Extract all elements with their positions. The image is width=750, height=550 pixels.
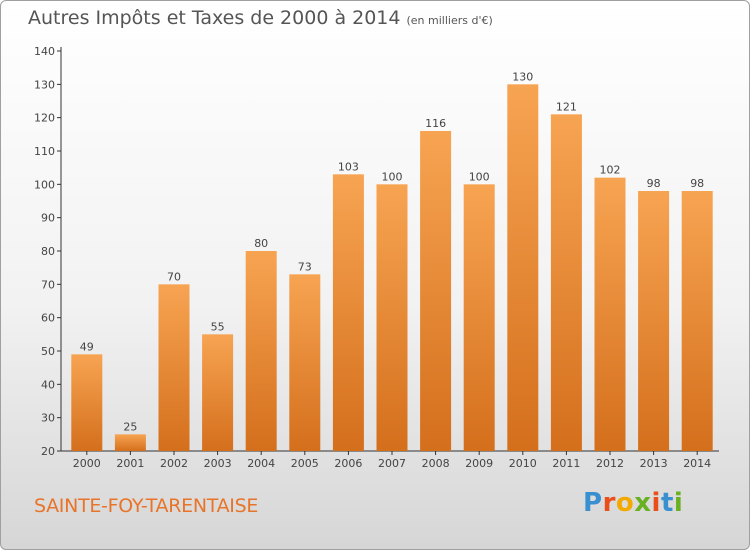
logo-letter: r xyxy=(602,488,616,518)
y-tick-label: 100 xyxy=(34,178,55,191)
x-tick-label: 2007 xyxy=(378,457,406,470)
data-label: 100 xyxy=(469,170,490,183)
data-label: 121 xyxy=(556,100,577,113)
y-tick-label: 110 xyxy=(34,145,55,158)
data-label: 49 xyxy=(80,340,94,353)
y-tick-label: 130 xyxy=(34,78,55,91)
y-tick-label: 50 xyxy=(41,345,55,358)
logo-letter: o xyxy=(615,488,635,518)
bar xyxy=(376,184,408,452)
proxiti-logo: Proxiti xyxy=(583,488,683,518)
data-label: 55 xyxy=(211,320,225,333)
title-unit: (en milliers d'€) xyxy=(406,14,493,27)
data-label: 70 xyxy=(167,270,181,283)
y-tick-label: 90 xyxy=(41,212,55,225)
logo-letter: P xyxy=(583,488,603,518)
x-tick-label: 2006 xyxy=(334,457,362,470)
bar xyxy=(332,174,364,452)
bar xyxy=(114,434,146,451)
data-label: 98 xyxy=(647,177,661,190)
bar xyxy=(550,114,582,451)
logo-letter: t xyxy=(660,488,674,518)
bar xyxy=(681,191,713,451)
data-label: 130 xyxy=(512,70,533,83)
data-label: 80 xyxy=(254,237,268,250)
bar xyxy=(202,334,234,451)
chart-title: Autres Impôts et Taxes de 2000 à 2014 (en… xyxy=(28,7,493,29)
data-label: 98 xyxy=(690,177,704,190)
title-text: Autres Impôts et Taxes de 2000 à 2014 xyxy=(28,7,401,29)
bar xyxy=(420,131,452,451)
bar xyxy=(507,84,539,451)
y-tick-label: 140 xyxy=(34,45,55,58)
data-label: 116 xyxy=(425,117,446,130)
bar xyxy=(71,354,103,451)
bar xyxy=(463,184,495,452)
commune-name: SAINTE-FOY-TARENTAISE xyxy=(34,495,259,517)
x-tick-label: 2011 xyxy=(552,457,580,470)
bar xyxy=(594,177,626,451)
x-tick-label: 2003 xyxy=(204,457,232,470)
x-tick-label: 2002 xyxy=(160,457,188,470)
data-label: 103 xyxy=(338,160,359,173)
data-label: 25 xyxy=(123,420,137,433)
y-tick-label: 20 xyxy=(41,445,55,458)
x-tick-label: 2008 xyxy=(422,457,450,470)
data-label: 100 xyxy=(382,170,403,183)
bar xyxy=(245,251,277,451)
bar xyxy=(158,284,190,451)
data-label: 73 xyxy=(298,260,312,273)
x-tick-label: 2010 xyxy=(509,457,537,470)
chart-bars xyxy=(71,84,713,452)
logo-letter: x xyxy=(634,488,652,518)
x-tick-label: 2001 xyxy=(116,457,144,470)
y-tick-label: 40 xyxy=(41,378,55,391)
x-tick-label: 2013 xyxy=(640,457,668,470)
x-tick-label: 2014 xyxy=(683,457,711,470)
bar xyxy=(289,274,321,451)
bar xyxy=(638,191,670,451)
x-tick-label: 2012 xyxy=(596,457,624,470)
x-tick-label: 2000 xyxy=(73,457,101,470)
x-tick-label: 2009 xyxy=(465,457,493,470)
y-tick-label: 80 xyxy=(41,245,55,258)
y-tick-label: 30 xyxy=(41,412,55,425)
y-tick-label: 70 xyxy=(41,278,55,291)
chart-data-labels: 49 25 70 55 80 73 103 100 116 100 130 121 102 98 98 xyxy=(80,70,704,433)
y-tick-label: 60 xyxy=(41,312,55,325)
logo-letter: i xyxy=(673,488,684,518)
x-tick-label: 2005 xyxy=(291,457,319,470)
y-tick-label: 120 xyxy=(34,112,55,125)
data-label: 102 xyxy=(600,164,621,177)
x-tick-label: 2004 xyxy=(247,457,275,470)
logo-letter: i xyxy=(651,488,661,518)
